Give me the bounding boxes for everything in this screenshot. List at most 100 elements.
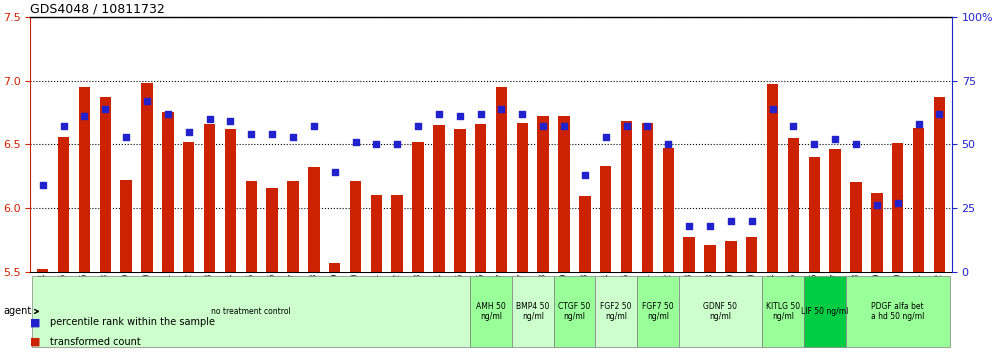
Point	[473, 111, 489, 116]
FancyBboxPatch shape	[596, 276, 637, 347]
Point	[807, 142, 823, 147]
Point	[869, 202, 884, 208]
Point	[931, 111, 947, 116]
Point	[77, 113, 93, 119]
Point	[160, 111, 176, 116]
Bar	[350, 181, 362, 272]
Bar	[162, 113, 173, 272]
Bar	[225, 129, 236, 272]
Bar	[100, 97, 111, 272]
Bar	[809, 157, 820, 272]
Bar	[641, 122, 653, 272]
Point	[222, 119, 238, 124]
Point	[243, 131, 259, 137]
Point	[910, 121, 926, 127]
Text: transformed count: transformed count	[50, 337, 140, 347]
Text: AMH 50
ng/ml: AMH 50 ng/ml	[476, 302, 506, 321]
Text: GDS4048 / 10811732: GDS4048 / 10811732	[30, 3, 165, 16]
Point	[56, 124, 72, 129]
Point	[35, 182, 51, 188]
Point	[681, 223, 697, 229]
Text: no treatment control: no treatment control	[211, 307, 291, 316]
Text: ■: ■	[30, 337, 41, 347]
Point	[306, 124, 322, 129]
Point	[848, 142, 864, 147]
Bar	[662, 148, 674, 272]
Point	[431, 111, 447, 116]
Bar	[121, 180, 131, 272]
Point	[201, 116, 217, 122]
Bar	[412, 142, 424, 272]
Point	[139, 98, 155, 104]
FancyBboxPatch shape	[678, 276, 762, 347]
Bar	[183, 142, 194, 272]
FancyBboxPatch shape	[554, 276, 596, 347]
Point	[494, 106, 510, 112]
Text: KITLG 50
ng/ml: KITLG 50 ng/ml	[766, 302, 800, 321]
Point	[514, 111, 530, 116]
FancyBboxPatch shape	[32, 276, 470, 347]
Point	[410, 124, 426, 129]
Point	[786, 124, 802, 129]
Bar	[266, 188, 278, 272]
Bar	[79, 87, 91, 272]
Bar	[454, 129, 465, 272]
Bar	[683, 237, 695, 272]
Bar	[371, 195, 382, 272]
Point	[285, 134, 301, 139]
Point	[348, 139, 364, 144]
Bar	[204, 124, 215, 272]
Point	[577, 172, 593, 178]
Text: BMP4 50
ng/ml: BMP4 50 ng/ml	[516, 302, 550, 321]
Bar	[538, 116, 549, 272]
Bar	[933, 97, 945, 272]
Point	[180, 129, 196, 135]
Bar	[246, 181, 257, 272]
Point	[639, 124, 655, 129]
Bar	[391, 195, 403, 272]
FancyBboxPatch shape	[762, 276, 804, 347]
Point	[98, 106, 114, 112]
Bar	[329, 263, 341, 272]
Text: LIF 50 ng/ml: LIF 50 ng/ml	[801, 307, 849, 316]
Point	[327, 170, 343, 175]
Point	[723, 218, 739, 223]
Bar	[912, 128, 924, 272]
Bar	[600, 166, 612, 272]
Point	[556, 124, 572, 129]
Bar	[475, 124, 486, 272]
FancyBboxPatch shape	[637, 276, 678, 347]
Text: percentile rank within the sample: percentile rank within the sample	[50, 318, 215, 327]
FancyBboxPatch shape	[512, 276, 554, 347]
Text: agent: agent	[3, 307, 39, 316]
Bar	[496, 87, 507, 272]
Point	[598, 134, 614, 139]
Bar	[892, 143, 903, 272]
Bar	[830, 149, 841, 272]
Bar	[37, 269, 49, 272]
Text: GDNF 50
ng/ml: GDNF 50 ng/ml	[703, 302, 737, 321]
Text: FGF7 50
ng/ml: FGF7 50 ng/ml	[642, 302, 673, 321]
Bar	[621, 121, 632, 272]
Point	[535, 124, 551, 129]
Bar	[767, 85, 778, 272]
Point	[264, 131, 280, 137]
Text: PDGF alfa bet
a hd 50 ng/ml: PDGF alfa bet a hd 50 ng/ml	[871, 302, 924, 321]
Point	[660, 142, 676, 147]
Point	[452, 113, 468, 119]
FancyBboxPatch shape	[846, 276, 950, 347]
Point	[702, 223, 718, 229]
Point	[744, 218, 760, 223]
Bar	[559, 116, 570, 272]
Bar	[58, 137, 70, 272]
Bar	[872, 193, 882, 272]
Point	[389, 142, 405, 147]
Point	[369, 142, 384, 147]
Bar	[704, 245, 716, 272]
Bar	[746, 237, 757, 272]
Bar	[287, 181, 299, 272]
Point	[827, 136, 843, 142]
Bar	[579, 196, 591, 272]
Bar	[308, 167, 320, 272]
Bar	[788, 138, 799, 272]
